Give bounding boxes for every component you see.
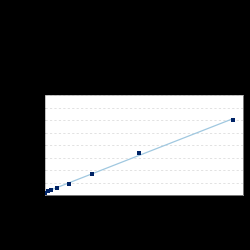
Y-axis label: OD: OD bbox=[18, 140, 24, 150]
Point bbox=[231, 118, 235, 122]
Point bbox=[46, 189, 50, 193]
Point bbox=[43, 190, 47, 194]
X-axis label: Camel Camel IgG
Concentration (ng/ml): Camel Camel IgG Concentration (ng/ml) bbox=[105, 210, 182, 224]
Point bbox=[137, 150, 141, 154]
Point bbox=[90, 172, 94, 176]
Point bbox=[55, 186, 59, 190]
Point bbox=[66, 182, 70, 186]
Point bbox=[49, 188, 53, 192]
